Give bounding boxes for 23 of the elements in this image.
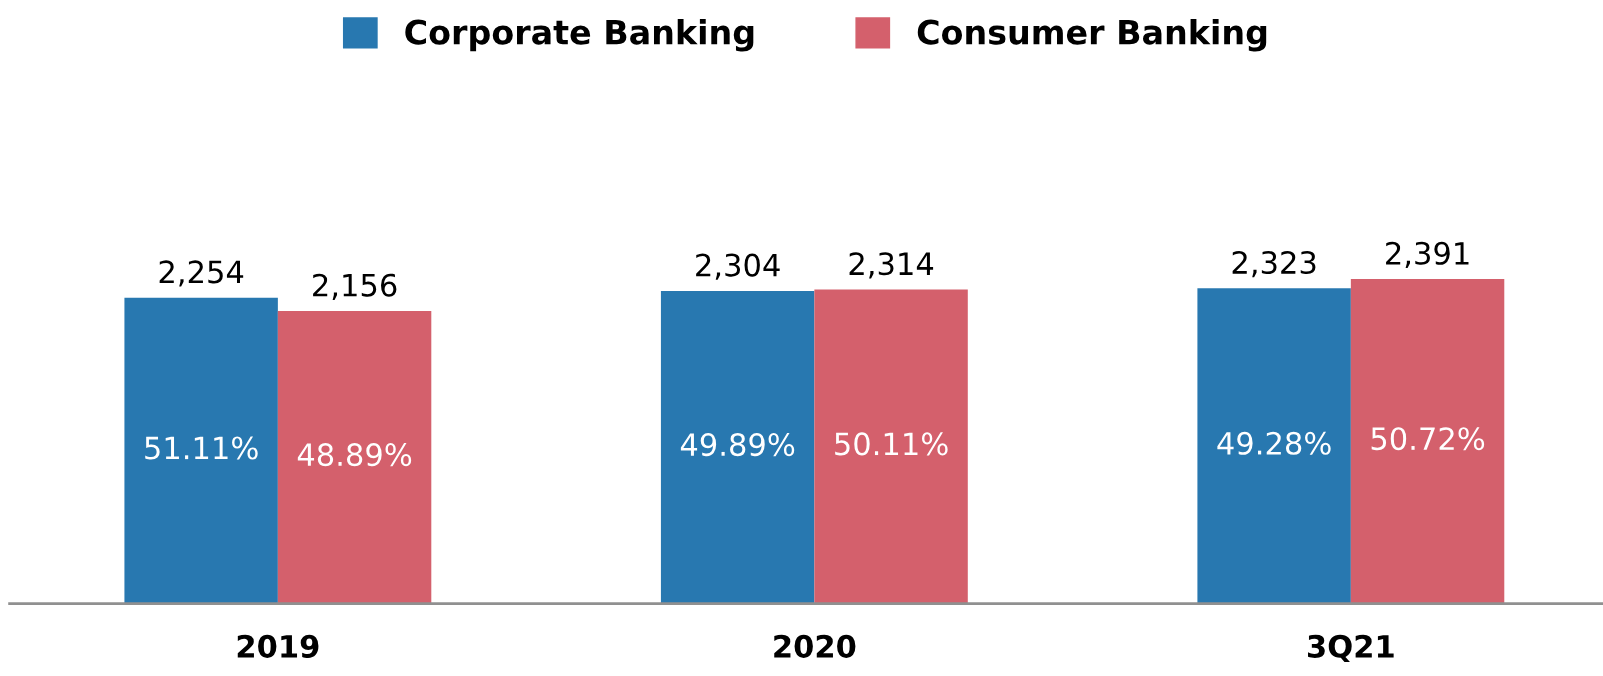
bar	[814, 289, 968, 604]
legend-label: Corporate Banking	[405, 18, 754, 52]
x-tick-label: 2019	[237, 634, 319, 658]
x-tick-label: 3Q21	[1308, 634, 1394, 662]
data-label: 2,314	[849, 252, 934, 279]
annotation: 50.11%	[835, 432, 948, 456]
data-label: 2,254	[159, 260, 244, 287]
bar	[277, 311, 432, 604]
annotation: 49.89%	[680, 433, 795, 457]
data-label: 2,304	[696, 253, 780, 280]
x-tick-label: 2020	[774, 634, 856, 658]
legend-label: Consumer Banking	[917, 18, 1267, 52]
annotation: 51.11%	[145, 436, 258, 460]
bar	[124, 297, 278, 604]
annotation: 48.89%	[297, 443, 412, 467]
bar	[1350, 279, 1505, 604]
annotation: 50.72%	[1371, 427, 1485, 451]
data-label: 2,323	[1232, 250, 1316, 278]
bar	[660, 290, 815, 604]
bar	[1197, 288, 1351, 604]
data-label: 2,391	[1386, 241, 1469, 268]
annotation: 49.28%	[1217, 431, 1331, 455]
data-label: 2,156	[313, 273, 397, 300]
